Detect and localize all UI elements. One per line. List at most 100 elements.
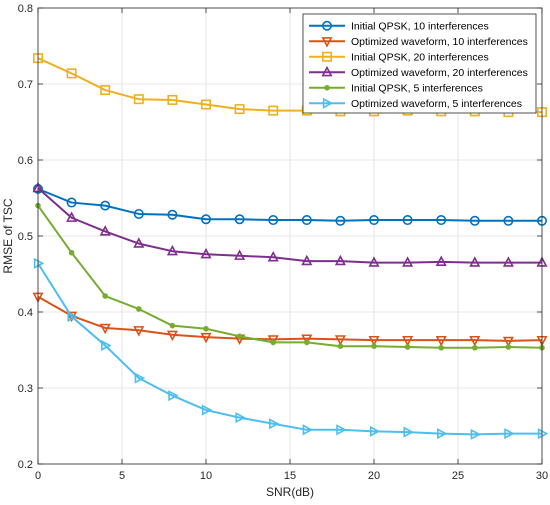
data-point [371, 343, 377, 350]
data-point [166, 330, 178, 342]
data-point [302, 424, 314, 436]
data-point [136, 306, 142, 312]
data-point [168, 390, 179, 402]
y-tick-label: 0.5 [18, 231, 33, 243]
data-point [437, 428, 448, 440]
series-line [37, 187, 542, 222]
data-point [268, 105, 279, 116]
data-point [33, 257, 45, 269]
data-point [502, 256, 514, 267]
tick-layer: 0 5 10 15 20 25 30 0.2 0.3 0.4 0.5 0.6 0.7 0.8 [18, 3, 548, 482]
legend-item: Initial QPSK, 5 interferences [309, 83, 483, 95]
data-point [368, 256, 380, 267]
data-point [99, 225, 111, 236]
data-point [469, 215, 480, 226]
legend-box [302, 13, 537, 114]
data-point [436, 215, 447, 226]
data-point [270, 339, 277, 346]
legend-item: Optimized waveform, 5 interferences [309, 97, 522, 110]
legend-label: Optimized waveform, 5 interferences [351, 98, 522, 110]
data-point [438, 344, 445, 351]
data-point [200, 332, 212, 344]
data-point [167, 94, 178, 105]
x-tick-label: 5 [119, 470, 125, 482]
data-point [66, 311, 78, 323]
y-tick-label: 0.8 [18, 3, 33, 15]
legend-label: Initial QPSK, 10 interferences [351, 21, 489, 33]
data-point [537, 428, 549, 440]
data-point [301, 215, 312, 226]
legend-marker [321, 20, 332, 31]
legend-item: Initial QPSK, 20 interferences [309, 52, 489, 64]
data-point [402, 335, 414, 347]
data-point [169, 322, 176, 329]
data-point [334, 254, 346, 266]
data-point [505, 344, 512, 350]
legend-label: Initial QPSK, 20 interferences [351, 52, 489, 64]
data-point [503, 215, 514, 226]
data-point [134, 372, 146, 384]
data-point [267, 250, 279, 262]
legend-label: Initial QPSK, 5 interferences [351, 83, 483, 95]
data-point [66, 211, 78, 222]
data-point [102, 293, 108, 299]
x-tick-label: 15 [284, 470, 296, 482]
data-point [234, 104, 245, 115]
data-point [301, 254, 313, 266]
x-tick-label: 10 [200, 470, 212, 482]
legend-marker [321, 65, 333, 77]
legend-label: Optimized waveform, 10 interferences [351, 36, 528, 48]
data-point [402, 256, 414, 267]
data-point [470, 428, 482, 440]
data-point [303, 339, 310, 346]
series-line [37, 262, 542, 436]
data-point [234, 214, 245, 225]
x-tick-label: 20 [368, 470, 380, 482]
data-point [201, 404, 213, 416]
series-1 [32, 292, 548, 348]
data-point [337, 343, 344, 350]
data-point [66, 68, 77, 79]
data-point [267, 335, 279, 346]
series-line [37, 205, 543, 349]
legend-marker [321, 51, 332, 62]
y-tick-label: 0.2 [18, 459, 33, 471]
data-point [334, 335, 346, 346]
data-point [133, 237, 145, 248]
data-point [101, 339, 112, 351]
data-point [336, 424, 347, 436]
legend-item: Optimized waveform, 10 interferences [309, 36, 528, 48]
data-point [471, 344, 478, 351]
legend-marker [321, 37, 333, 48]
y-tick-label: 0.6 [18, 155, 33, 167]
y-tick-label: 0.4 [18, 307, 33, 319]
legend-marker [324, 84, 330, 91]
series-line [37, 187, 542, 264]
data-point [502, 336, 514, 348]
data-point [203, 325, 209, 332]
data-point [435, 335, 447, 347]
data-point [504, 428, 515, 440]
data-point [100, 200, 111, 211]
data-point [404, 344, 411, 350]
data-point [268, 215, 279, 226]
data-point [369, 425, 381, 437]
data-point [435, 255, 447, 267]
y-axis-label: RMSE of TSC [1, 198, 15, 273]
x-tick-label: 25 [452, 470, 464, 482]
data-point [368, 335, 380, 347]
data-point [469, 256, 481, 267]
series-layer [32, 53, 549, 440]
legend-label: Optimized waveform, 20 interferences [351, 67, 528, 79]
y-tick-label: 0.3 [18, 383, 33, 395]
data-point [335, 215, 346, 226]
data-point [402, 215, 413, 226]
x-axis-label: SNR(dB) [266, 485, 314, 499]
data-point [469, 335, 481, 347]
legend: Initial QPSK, 10 interferences Optimized … [302, 13, 537, 114]
series-5 [33, 257, 549, 440]
legend-marker [322, 97, 334, 109]
data-point [234, 249, 246, 260]
data-point [301, 334, 313, 345]
